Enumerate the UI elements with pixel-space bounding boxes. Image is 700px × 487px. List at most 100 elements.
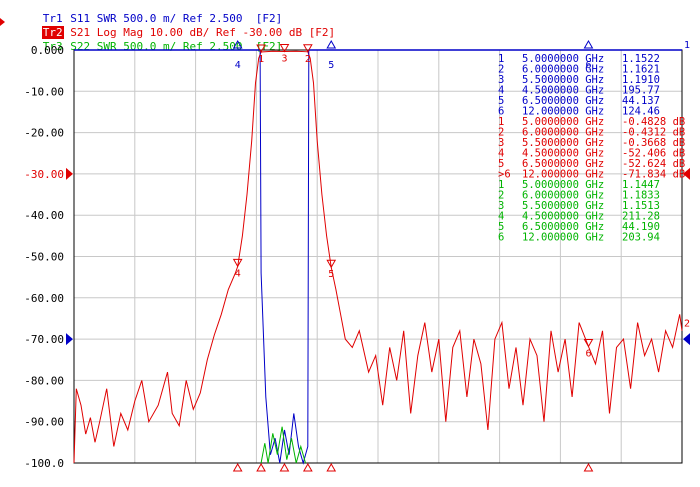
marker-table-num: >6 xyxy=(498,169,511,181)
marker-table-value: 44.190 xyxy=(622,221,660,233)
marker-table-value: 1.1833 xyxy=(622,190,660,202)
marker-table-freq: 5.5000000 GHz xyxy=(522,137,604,149)
marker-table-freq: 4.5000000 GHz xyxy=(522,85,604,97)
marker-table-freq: 4.5000000 GHz xyxy=(522,211,604,223)
marker-table-num: 3 xyxy=(498,74,504,86)
marker-table-value: 203.94 xyxy=(622,232,660,244)
ref-tr1-right-icon xyxy=(683,333,690,346)
marker-s21-2 xyxy=(302,44,313,53)
marker-s21-3 xyxy=(279,44,290,53)
marker-table-num: 4 xyxy=(498,211,504,223)
y-tick-label: -40.00 xyxy=(24,209,64,222)
trace-3-id[interactable]: Tr3 xyxy=(42,40,63,53)
trace-3-format: SWR xyxy=(96,40,117,53)
marker-table-value: 1.1522 xyxy=(622,53,660,65)
y-axis-labels: 0.000 -10.00 -20.00 -30.00 -40.00 -50.00 -60.0… xyxy=(24,44,64,470)
marker-bottom-4 xyxy=(232,462,243,472)
y-tick-label: -90.00 xyxy=(24,416,64,429)
marker-table-num: 5 xyxy=(498,95,504,107)
marker-table-freq: 12.000000 GHz xyxy=(522,232,604,244)
trace-2-ref: Ref -30.00 dB xyxy=(215,26,303,39)
marker-table-num: 2 xyxy=(498,190,504,202)
marker-table-value: -0.4312 dB xyxy=(622,127,685,139)
marker-table-freq: 6.0000000 GHz xyxy=(522,64,604,76)
trace-1-status[interactable]: Tr1 S11 SWR 500.0 m/ Ref 2.500 [F2] xyxy=(2,2,282,35)
trace-3-scale: 500.0 m/ xyxy=(123,40,177,53)
marker-label: 2 xyxy=(305,54,311,65)
trace-s21-line xyxy=(73,50,683,464)
trace-3-ref: Ref 2.500 xyxy=(182,40,243,53)
marker-label: 6 xyxy=(585,349,591,360)
marker-bottom-5 xyxy=(326,462,337,472)
y-tick-label: -70.00 xyxy=(24,333,64,346)
trace-1-channel: [F2] xyxy=(255,12,283,25)
marker-table-value: 1.1621 xyxy=(622,64,660,76)
side-indicators: 12 xyxy=(66,40,690,346)
y-tick-label: -80.00 xyxy=(24,374,64,387)
marker-s21-6 xyxy=(583,339,594,348)
marker-label: 6 xyxy=(585,60,591,71)
marker-table-freq: 12.000000 GHz xyxy=(522,169,604,181)
right-label-1: 1 xyxy=(684,40,690,51)
marker-s21-1 xyxy=(256,44,266,53)
marker-table-num: 6 xyxy=(498,232,504,244)
marker-table-value: 195.77 xyxy=(622,85,660,97)
marker-table-freq: 6.5000000 GHz xyxy=(522,158,604,170)
marker-s11-5 xyxy=(326,39,337,49)
marker-bottom-3 xyxy=(279,462,290,472)
y-tick-label: 0.000 xyxy=(31,44,64,57)
marker-table-freq: 5.5000000 GHz xyxy=(522,200,604,212)
y-tick-label: -100.0 xyxy=(24,457,64,470)
marker-table-value: 1.1910 xyxy=(622,74,660,86)
trace-s11-line xyxy=(259,49,310,465)
marker-table-num: 3 xyxy=(498,200,504,212)
trace-2-channel: [F2] xyxy=(308,26,336,39)
marker-table-num: 5 xyxy=(498,158,504,170)
marker-table-freq: 5.0000000 GHz xyxy=(522,53,604,65)
marker-table-freq: 6.0000000 GHz xyxy=(522,127,604,139)
y-tick-label: -30.00 xyxy=(24,168,64,181)
marker-table-num: 2 xyxy=(498,64,504,76)
marker-label: 3 xyxy=(281,54,287,65)
ref-level-right-icon xyxy=(683,167,690,180)
marker-table-value: 211.28 xyxy=(622,211,660,223)
marker-table-freq: 6.5000000 GHz xyxy=(522,95,604,107)
trace-2-param: S21 xyxy=(70,26,91,39)
marker-table-num: 5 xyxy=(498,221,504,233)
trace-1-id[interactable]: Tr1 xyxy=(42,12,63,25)
marker-table-num: 4 xyxy=(498,148,504,160)
marker-table-num: 4 xyxy=(498,85,504,97)
trace-1-scale: 500.0 m/ xyxy=(123,12,177,25)
marker-table-num: 3 xyxy=(498,137,504,149)
trace-header: Tr1 S11 SWR 500.0 m/ Ref 2.500 [F2] Tr2 … xyxy=(0,0,700,52)
marker-table-freq: 6.0000000 GHz xyxy=(522,190,604,202)
trace-2-id[interactable]: Tr2 xyxy=(41,26,64,39)
active-trace-arrow-icon xyxy=(0,18,5,26)
traces xyxy=(73,49,683,465)
markers: 1 234 564 5 6 xyxy=(232,39,594,472)
marker-table-freq: 5.0000000 GHz xyxy=(522,116,604,128)
y-tick-label: -10.00 xyxy=(24,85,64,98)
y-tick-label: -20.00 xyxy=(24,127,64,140)
marker-table-value: -71.834 dB xyxy=(622,169,685,181)
trace-1-format: SWR xyxy=(96,12,117,25)
marker-s11-6 xyxy=(583,39,594,49)
marker-s11-4 xyxy=(232,39,243,49)
marker-label: 5 xyxy=(328,60,334,71)
trace-1-ref: Ref 2.500 xyxy=(182,12,243,25)
marker-table-value: -0.3668 dB xyxy=(622,137,685,149)
trace-2-status[interactable]: Tr2 S21 Log Mag 10.00 dB/ Ref -30.00 dB … xyxy=(2,16,335,49)
marker-table-num: 1 xyxy=(498,179,504,191)
marker-table-value: 44.137 xyxy=(622,95,660,107)
marker-label: 1 xyxy=(258,54,264,65)
marker-table-freq: 5.0000000 GHz xyxy=(522,179,604,191)
trace-3-status[interactable]: Tr3 S22 SWR 500.0 m/ Ref 2.500 [F2] xyxy=(2,30,282,63)
y-tick-label: -50.00 xyxy=(24,251,64,264)
marker-table-num: 2 xyxy=(498,127,504,139)
marker-s21-5 xyxy=(326,259,337,269)
marker-table-value: 1.1513 xyxy=(622,200,660,212)
marker-bottom-6 xyxy=(583,462,594,472)
marker-table-value: 1.1447 xyxy=(622,179,660,191)
